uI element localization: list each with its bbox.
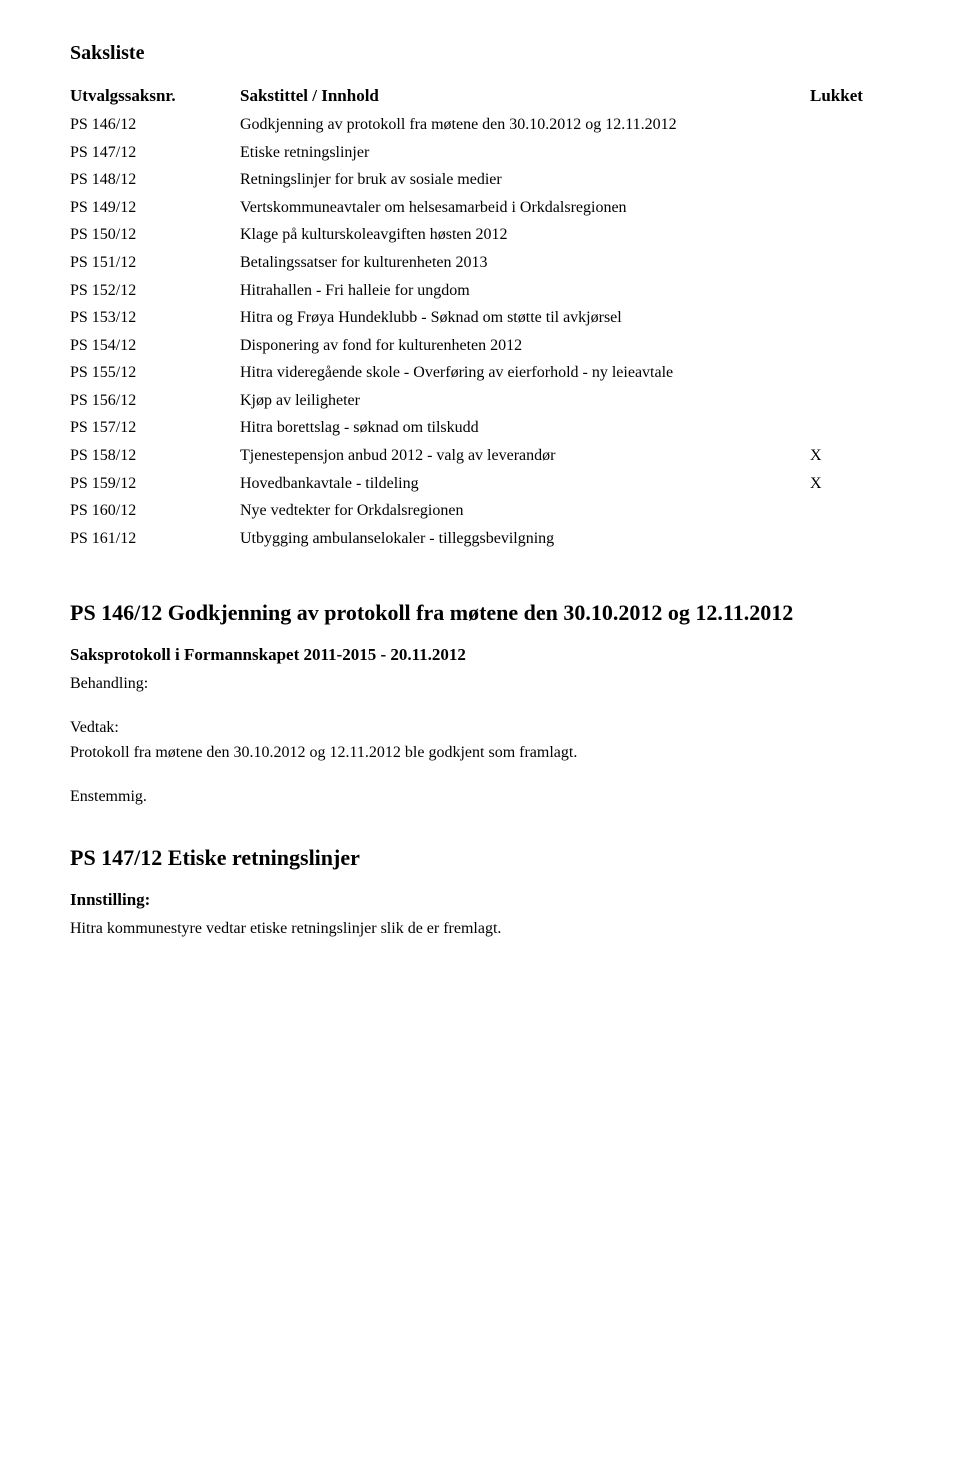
heading-ps14612: PS 146/12 Godkjenning av protokoll fra m… <box>70 599 890 628</box>
label-behandling: Behandling: <box>70 673 890 695</box>
cell-title: Hovedbankavtale - tildeling <box>240 473 810 495</box>
cell-title: Hitrahallen - Fri halleie for ungdom <box>240 280 810 302</box>
cell-saksnr: PS 149/12 <box>70 197 240 219</box>
table-row: PS 156/12Kjøp av leiligheter <box>70 390 890 412</box>
cell-saksnr: PS 160/12 <box>70 500 240 522</box>
table-header-saksnr: Utvalgssaksnr. <box>70 85 240 108</box>
table-row: PS 146/12Godkjenning av protokoll fra mø… <box>70 114 890 136</box>
table-body: PS 146/12Godkjenning av protokoll fra mø… <box>70 114 890 550</box>
cell-title: Nye vedtekter for Orkdalsregionen <box>240 500 810 522</box>
table-row: PS 149/12Vertskommuneavtaler om helsesam… <box>70 197 890 219</box>
cell-saksnr: PS 153/12 <box>70 307 240 329</box>
table-row: PS 147/12Etiske retningslinjer <box>70 142 890 164</box>
cell-title: Hitra borettslag - søknad om tilskudd <box>240 417 810 439</box>
table-row: PS 153/12Hitra og Frøya Hundeklubb - Søk… <box>70 307 890 329</box>
cell-title: Utbygging ambulanselokaler - tilleggsbev… <box>240 528 810 550</box>
cell-saksnr: PS 148/12 <box>70 169 240 191</box>
cell-saksnr: PS 156/12 <box>70 390 240 412</box>
cell-title: Betalingssatser for kulturenheten 2013 <box>240 252 810 274</box>
section-title-saksliste: Saksliste <box>70 40 890 67</box>
table-row: PS 150/12Klage på kulturskoleavgiften hø… <box>70 224 890 246</box>
table-row: PS 154/12Disponering av fond for kulture… <box>70 335 890 357</box>
table-row: PS 159/12Hovedbankavtale - tildelingX <box>70 473 890 495</box>
cell-title: Hitra videregående skole - Overføring av… <box>240 362 810 384</box>
label-innstilling: Innstilling: <box>70 889 890 912</box>
cell-lukket: X <box>810 473 890 495</box>
table-row: PS 161/12Utbygging ambulanselokaler - ti… <box>70 528 890 550</box>
table-row: PS 157/12Hitra borettslag - søknad om ti… <box>70 417 890 439</box>
table-row: PS 158/12Tjenestepensjon anbud 2012 - va… <box>70 445 890 467</box>
table-header: Utvalgssaksnr. Sakstittel / Innhold Lukk… <box>70 85 890 108</box>
table-row: PS 151/12Betalingssatser for kulturenhet… <box>70 252 890 274</box>
cell-saksnr: PS 152/12 <box>70 280 240 302</box>
subheading-saksprotokoll: Saksprotokoll i Formannskapet 2011-2015 … <box>70 644 890 667</box>
cell-title: Tjenestepensjon anbud 2012 - valg av lev… <box>240 445 810 467</box>
cell-lukket: X <box>810 445 890 467</box>
cell-saksnr: PS 155/12 <box>70 362 240 384</box>
table-header-lukket: Lukket <box>810 85 890 108</box>
cell-title: Retningslinjer for bruk av sosiale medie… <box>240 169 810 191</box>
cell-title: Etiske retningslinjer <box>240 142 810 164</box>
cell-saksnr: PS 158/12 <box>70 445 240 467</box>
table-row: PS 160/12Nye vedtekter for Orkdalsregion… <box>70 500 890 522</box>
cell-saksnr: PS 157/12 <box>70 417 240 439</box>
table-row: PS 155/12Hitra videregående skole - Over… <box>70 362 890 384</box>
cell-saksnr: PS 151/12 <box>70 252 240 274</box>
vedtak-body: Protokoll fra møtene den 30.10.2012 og 1… <box>70 742 890 764</box>
cell-title: Disponering av fond for kulturenheten 20… <box>240 335 810 357</box>
cell-title: Hitra og Frøya Hundeklubb - Søknad om st… <box>240 307 810 329</box>
cell-title: Godkjenning av protokoll fra møtene den … <box>240 114 810 136</box>
cell-title: Kjøp av leiligheter <box>240 390 810 412</box>
cell-saksnr: PS 161/12 <box>70 528 240 550</box>
table-row: PS 148/12Retningslinjer for bruk av sosi… <box>70 169 890 191</box>
enstemmig-text: Enstemmig. <box>70 786 890 808</box>
innstilling-body: Hitra kommunestyre vedtar etiske retning… <box>70 918 890 940</box>
heading-ps14712: PS 147/12 Etiske retningslinjer <box>70 843 890 873</box>
cell-saksnr: PS 150/12 <box>70 224 240 246</box>
cell-saksnr: PS 147/12 <box>70 142 240 164</box>
table-header-title: Sakstittel / Innhold <box>240 85 810 108</box>
table-row: PS 152/12Hitrahallen - Fri halleie for u… <box>70 280 890 302</box>
cell-saksnr: PS 159/12 <box>70 473 240 495</box>
cell-saksnr: PS 154/12 <box>70 335 240 357</box>
cell-title: Klage på kulturskoleavgiften høsten 2012 <box>240 224 810 246</box>
cell-title: Vertskommuneavtaler om helsesamarbeid i … <box>240 197 810 219</box>
cell-saksnr: PS 146/12 <box>70 114 240 136</box>
label-vedtak: Vedtak: <box>70 717 890 739</box>
